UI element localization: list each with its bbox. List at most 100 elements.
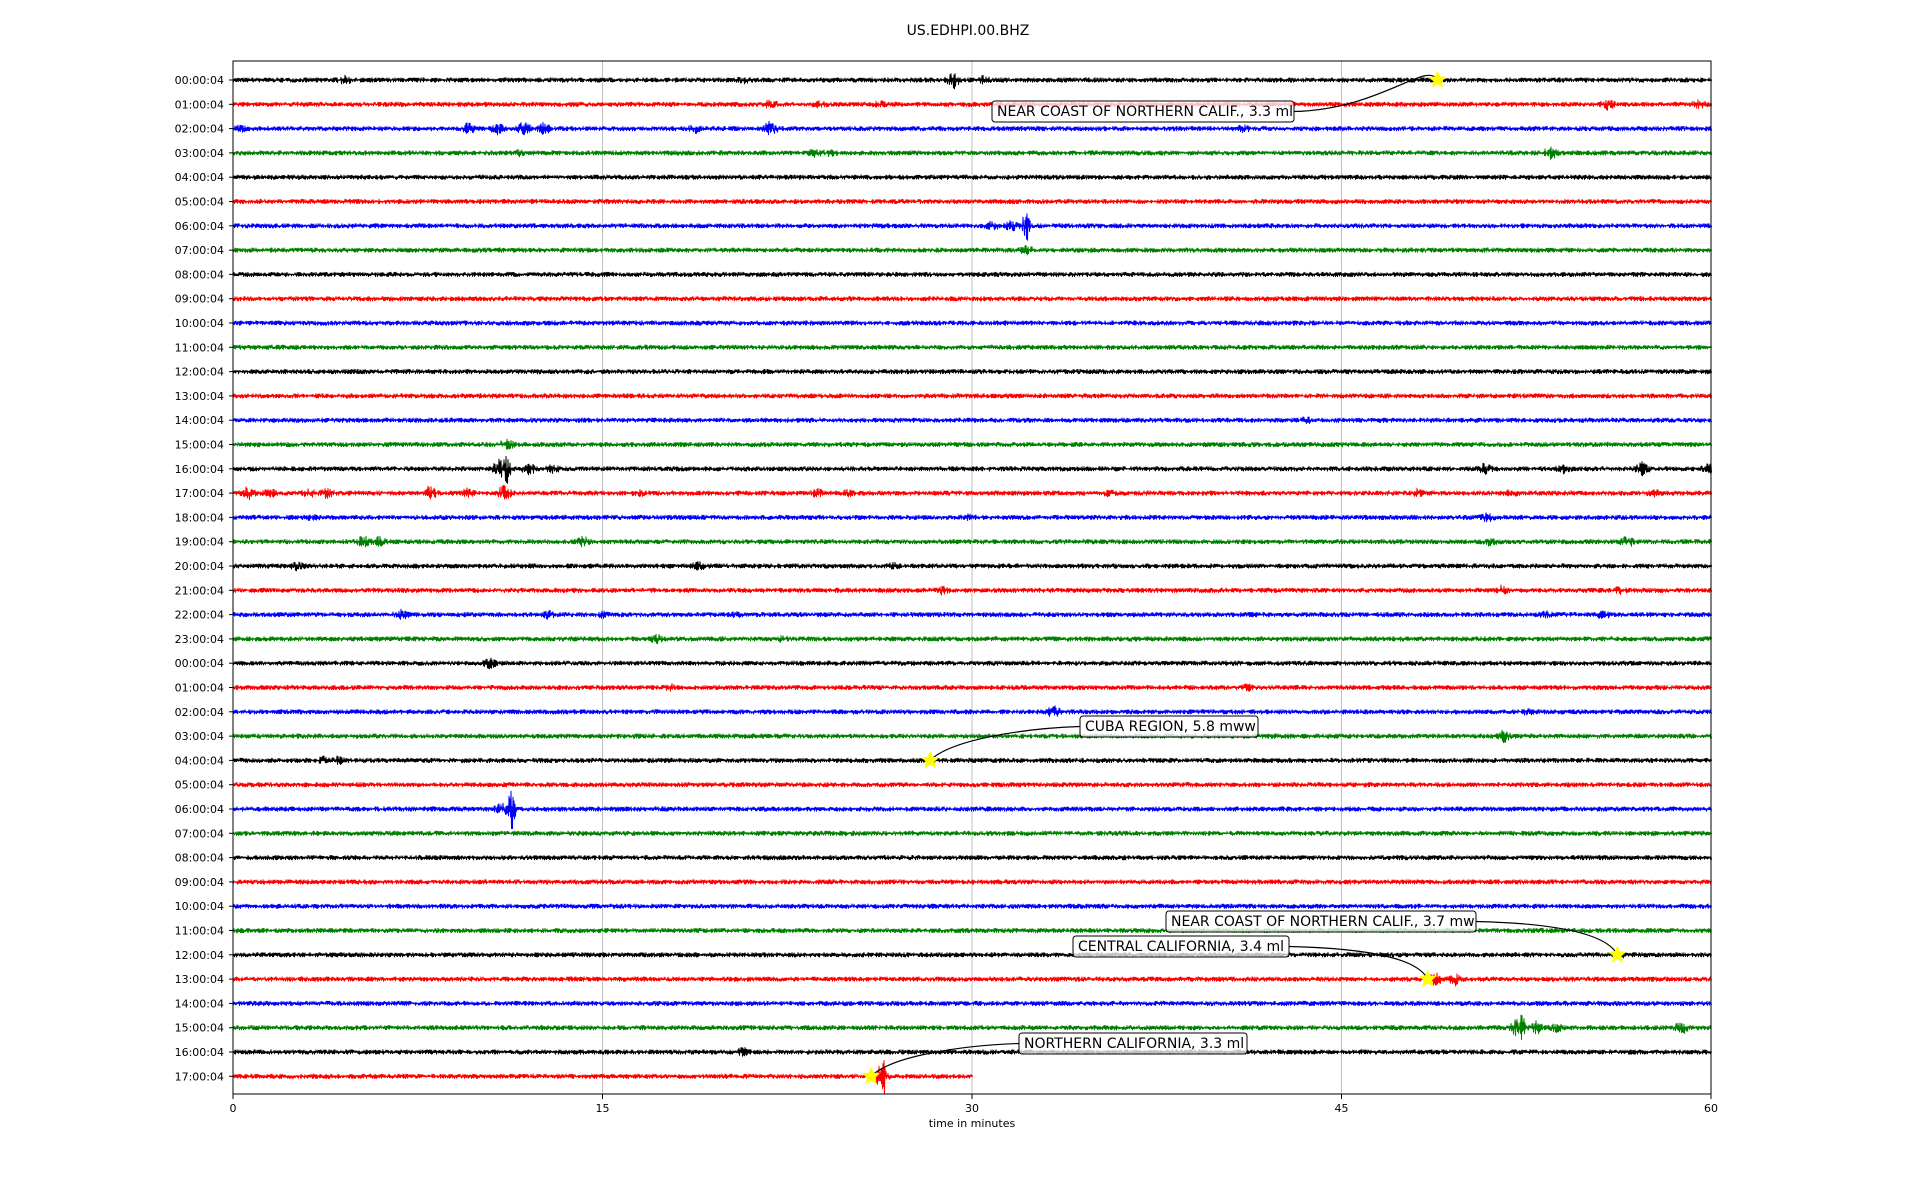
y-tick-label: 01:00:04	[175, 682, 224, 695]
y-tick-label: 07:00:04	[175, 827, 224, 840]
trace-line	[232, 512, 1712, 523]
annotation-connector	[1293, 74, 1439, 113]
y-tick-label: 02:00:04	[175, 706, 224, 719]
event-star-marker	[1428, 70, 1447, 88]
y-tick-label: 04:00:04	[175, 171, 224, 184]
annotation-label: NEAR COAST OF NORTHERN CALIF., 3.7 mw	[1171, 914, 1475, 930]
y-tick-label: 18:00:04	[175, 511, 224, 524]
annotation-label: NORTHERN CALIFORNIA, 3.3 ml	[1024, 1036, 1244, 1052]
y-tick-label: 22:00:04	[175, 609, 224, 622]
trace-line	[232, 729, 1712, 744]
x-axis: 0 15 30 45 60	[230, 1094, 1718, 1115]
y-tick-label: 05:00:04	[175, 779, 224, 792]
annotation-connector	[1288, 945, 1429, 980]
y-tick-label: 15:00:04	[175, 1022, 224, 1035]
annotation-label: CUBA REGION, 5.8 mww	[1085, 719, 1256, 735]
event-star-marker	[1418, 969, 1437, 987]
trace-line	[232, 120, 1712, 136]
event-star-marker	[1608, 945, 1627, 963]
trace-line	[232, 393, 1712, 399]
trace-line	[232, 705, 1712, 717]
trace-line	[232, 296, 1712, 302]
y-tick-label: 07:00:04	[175, 244, 224, 257]
y-tick-label: 00:00:04	[175, 74, 224, 87]
x-tick-label: 0	[230, 1102, 237, 1115]
y-tick-label: 04:00:04	[175, 754, 224, 767]
y-tick-label: 09:00:04	[175, 876, 224, 889]
event-star-marker	[920, 750, 940, 769]
annotation-box	[1072, 935, 1290, 958]
trace-line	[232, 198, 1712, 205]
y-tick-label: 01:00:04	[175, 98, 224, 111]
trace-line	[232, 879, 1712, 885]
y-tick-label: 12:00:04	[175, 949, 224, 962]
x-tick-label: 15	[596, 1102, 610, 1115]
y-tick-label: 20:00:04	[175, 560, 224, 573]
y-tick-label: 15:00:04	[175, 439, 224, 452]
trace-line	[232, 1014, 1712, 1041]
y-tick-label: 21:00:04	[175, 584, 224, 597]
trace-line	[232, 368, 1712, 375]
trace-line	[232, 146, 1712, 160]
trace-line	[232, 972, 1712, 987]
trace-line	[232, 535, 1712, 548]
trace-line	[232, 755, 1712, 765]
trace-line	[232, 584, 1712, 596]
trace-line	[232, 344, 1712, 350]
x-tick-label: 30	[965, 1102, 979, 1115]
y-tick-label: 17:00:04	[175, 1070, 224, 1083]
event-star-marker	[861, 1066, 881, 1085]
y-tick-label: 23:00:04	[175, 633, 224, 646]
trace-line	[232, 271, 1712, 278]
trace-line	[232, 608, 1712, 620]
y-tick-label: 14:00:04	[175, 414, 224, 427]
annotation-label: CENTRAL CALIFORNIA, 3.4 ml	[1078, 939, 1284, 955]
trace-line	[232, 174, 1712, 180]
annotation-box	[1165, 910, 1477, 933]
trace-line	[232, 633, 1712, 645]
y-tick-label: 11:00:04	[175, 925, 224, 938]
annotation-box	[1079, 715, 1259, 738]
trace-line	[232, 561, 1712, 572]
annotation-label: NEAR COAST OF NORTHERN CALIF., 3.3 ml	[997, 104, 1293, 120]
trace-line	[232, 484, 1712, 501]
x-tick-label: 45	[1335, 1102, 1349, 1115]
y-tick-label: 03:00:04	[175, 730, 224, 743]
trace-line	[232, 213, 1712, 241]
trace-line	[232, 99, 1712, 111]
annotation-box	[1018, 1032, 1248, 1055]
trace-line	[232, 657, 1712, 670]
y-tick-label: 12:00:04	[175, 366, 224, 379]
y-axis: 00:00:04 01:00:04 02:00:04 03:00:04 04:00:04…	[175, 74, 233, 1083]
y-tick-label: 13:00:04	[175, 390, 224, 403]
y-tick-label: 10:00:04	[175, 900, 224, 913]
trace-line	[232, 438, 1712, 450]
trace-line	[232, 782, 1712, 788]
trace-line	[232, 949, 1712, 960]
y-tick-label: 10:00:04	[175, 317, 224, 330]
y-tick-label: 13:00:04	[175, 973, 224, 986]
trace-line	[232, 830, 1712, 836]
y-tick-label: 08:00:04	[175, 268, 224, 281]
event-annotations: NEAR COAST OF NORTHERN CALIF., 3.3 ml CUB…	[861, 70, 1627, 1085]
y-tick-label: 06:00:04	[175, 803, 224, 816]
trace-line	[232, 683, 1712, 692]
trace-line	[232, 1047, 1712, 1057]
chart-title: US.EDHPI.00.BHZ	[907, 23, 1030, 39]
y-tick-label: 00:00:04	[175, 657, 224, 670]
y-tick-label: 14:00:04	[175, 997, 224, 1010]
annotation-connector	[1475, 920, 1618, 956]
y-tick-label: 02:00:04	[175, 123, 224, 136]
trace-line	[232, 416, 1712, 425]
y-tick-label: 03:00:04	[175, 147, 224, 160]
trace-line	[232, 73, 1712, 90]
y-tick-label: 05:00:04	[175, 196, 224, 209]
y-tick-label: 09:00:04	[175, 293, 224, 306]
annotation-connector	[870, 1042, 1020, 1077]
annotation-connector	[929, 725, 1081, 761]
trace-line	[232, 320, 1712, 326]
y-tick-label: 16:00:04	[175, 1046, 224, 1059]
trace-line	[232, 455, 1712, 484]
x-tick-label: 60	[1704, 1102, 1718, 1115]
